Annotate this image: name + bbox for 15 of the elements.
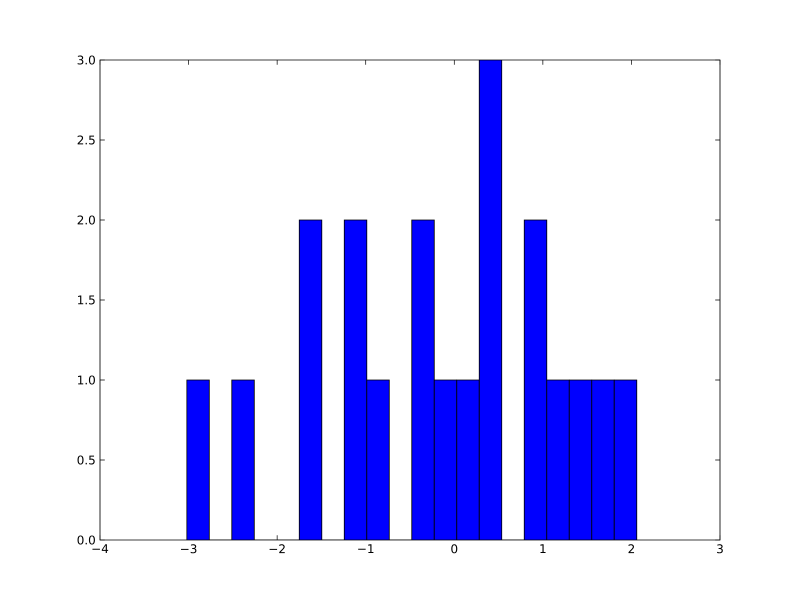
y-tick-label: 0.5 — [78, 455, 95, 465]
y-tick-label: 3.0 — [78, 55, 95, 65]
x-tick-label: 0 — [451, 544, 458, 554]
y-tick-label: 0.0 — [78, 535, 95, 545]
y-tick-label: 1.0 — [78, 375, 95, 385]
y-tick-label: 2.0 — [78, 215, 95, 225]
x-tick-label: −1 — [358, 544, 374, 553]
x-tick-label: −3 — [181, 544, 196, 554]
x-tick-label: −4 — [92, 544, 108, 553]
x-tick-label: −2 — [270, 544, 285, 554]
y-tick-label: 2.5 — [78, 135, 95, 145]
x-tick-label: 1 — [540, 544, 546, 553]
x-tick-label: 2 — [628, 544, 634, 554]
x-tick-label: 3 — [717, 544, 723, 554]
y-tick-label: 1.5 — [78, 296, 95, 304]
